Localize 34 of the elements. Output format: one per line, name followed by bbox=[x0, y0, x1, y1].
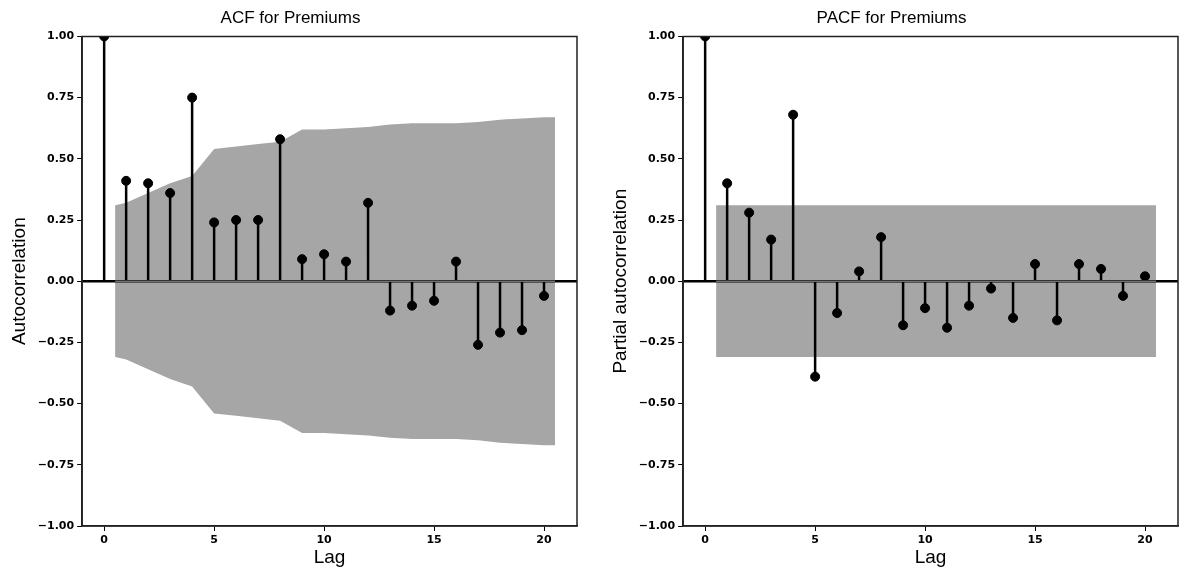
x-tick-label: 5 bbox=[210, 533, 218, 547]
y-tick-label: 0.00 bbox=[47, 274, 75, 288]
y-tick-label: 1.00 bbox=[648, 29, 676, 43]
y-tick-label: −0.25 bbox=[37, 335, 75, 349]
y-tick-label: 0.25 bbox=[47, 212, 75, 226]
y-tick-label: −1.00 bbox=[37, 518, 75, 532]
y-tick-label: −0.75 bbox=[37, 457, 75, 471]
x-tick-label: 15 bbox=[426, 533, 442, 547]
x-tick-label: 5 bbox=[811, 533, 819, 547]
chart-title: PACF for Premiums bbox=[816, 7, 967, 27]
x-tick-label: 10 bbox=[316, 533, 333, 547]
y-tick-label: −1.00 bbox=[638, 518, 676, 532]
x-tick-label: 0 bbox=[100, 533, 109, 547]
x-tick-label: 10 bbox=[917, 533, 934, 547]
x-tick-label: 15 bbox=[1027, 533, 1043, 547]
y-axis-title: Autocorrelation bbox=[7, 217, 29, 346]
chart-title: ACF for Premiums bbox=[220, 7, 361, 27]
y-tick-label: 0.50 bbox=[648, 151, 676, 165]
y-tick-label: −0.50 bbox=[37, 396, 75, 410]
y-tick-label: −0.50 bbox=[638, 396, 676, 410]
y-axis-title: Partial autocorrelation bbox=[608, 188, 630, 374]
y-tick-label: 0.50 bbox=[47, 151, 75, 165]
y-tick-label: 0.00 bbox=[648, 274, 676, 288]
x-axis-title: Lag bbox=[914, 545, 947, 567]
y-tick-label: 0.75 bbox=[648, 90, 676, 104]
y-tick-label: −0.75 bbox=[638, 457, 676, 471]
y-tick-label: 0.25 bbox=[648, 212, 676, 226]
x-tick-label: 20 bbox=[1137, 533, 1154, 547]
y-tick-label: 1.00 bbox=[47, 29, 75, 43]
y-tick-label: −0.25 bbox=[638, 335, 676, 349]
x-tick-label: 20 bbox=[536, 533, 553, 547]
x-axis-title: Lag bbox=[313, 545, 346, 567]
y-tick-label: 0.75 bbox=[47, 90, 75, 104]
x-tick-label: 0 bbox=[701, 533, 710, 547]
